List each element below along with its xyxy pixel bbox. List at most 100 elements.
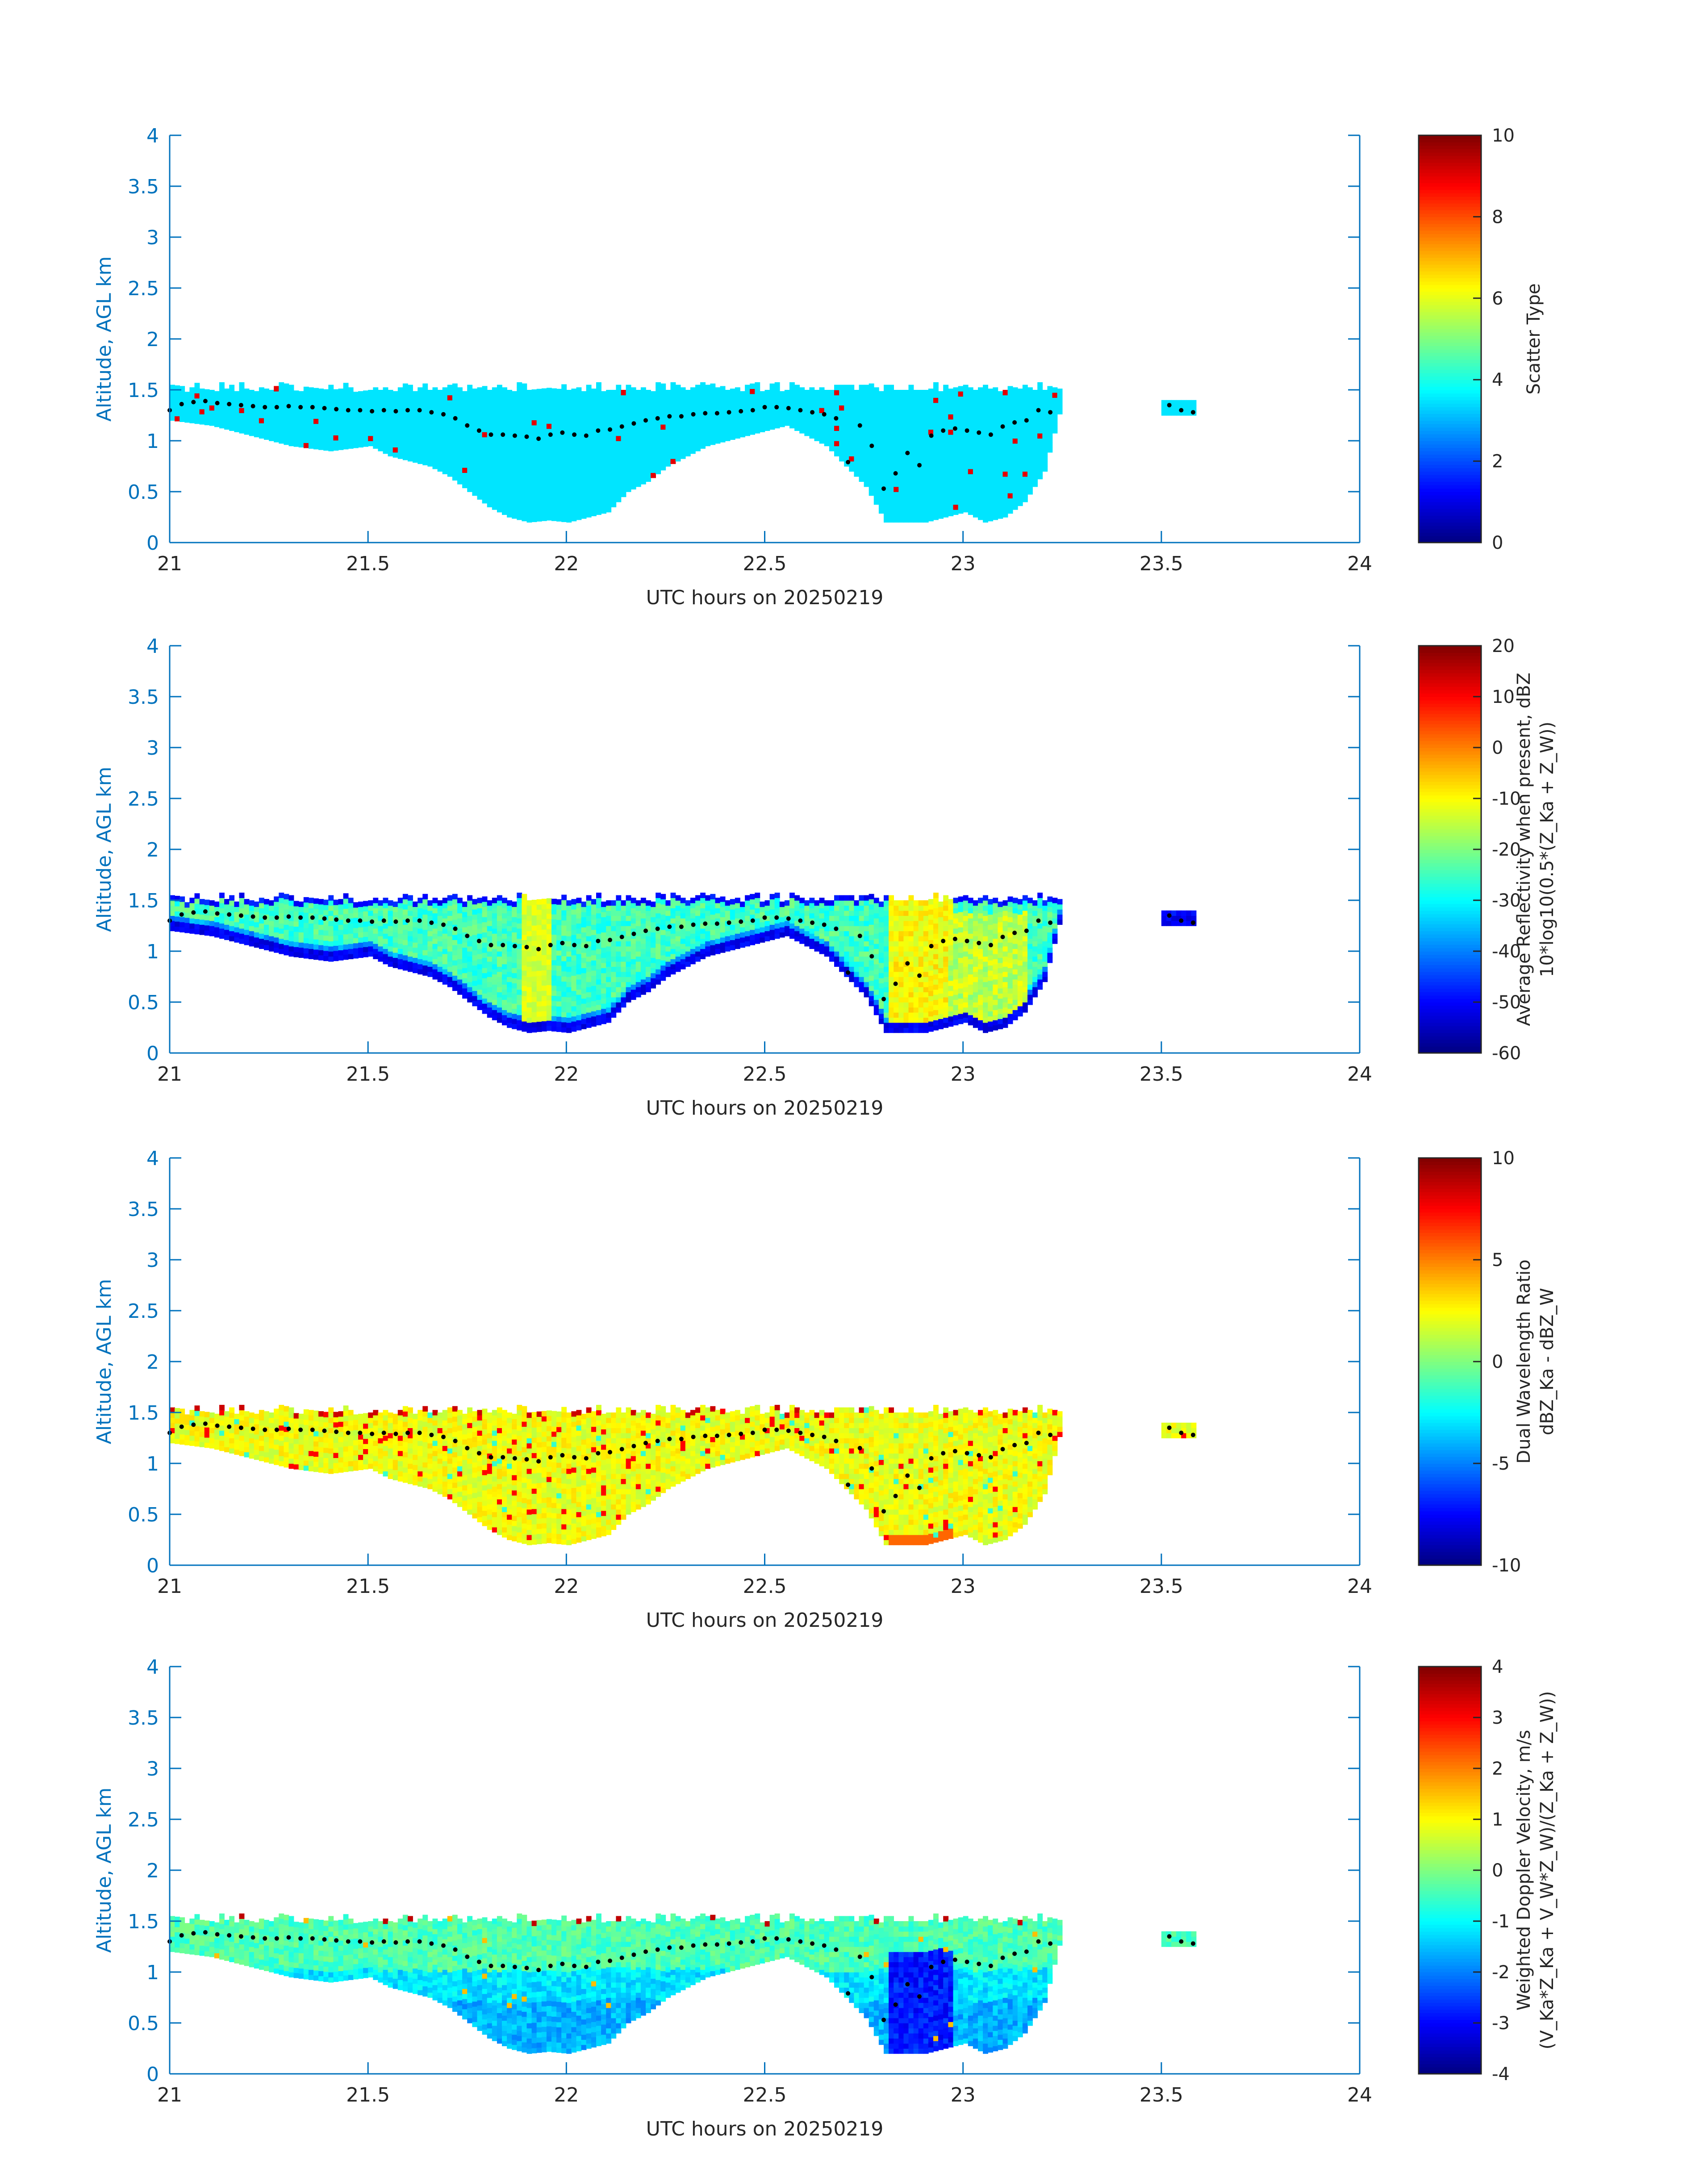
- heatmap-cell: [646, 971, 651, 977]
- heatmap-cell: [303, 917, 309, 923]
- heatmap-cell: [566, 512, 572, 518]
- heatmap-cell: [492, 402, 497, 408]
- heatmap-cell: [184, 412, 190, 418]
- heatmap-cell: [601, 477, 606, 483]
- heatmap-cell: [983, 481, 988, 487]
- heatmap-cell: [189, 923, 195, 929]
- heatmap-cell: [482, 917, 488, 923]
- marker-point: [405, 408, 410, 413]
- heatmap-cell: [794, 415, 800, 421]
- marker-point: [524, 434, 529, 439]
- heatmap-cell: [660, 393, 666, 399]
- heatmap-cell: [437, 915, 443, 921]
- heatmap-cell: [760, 396, 765, 402]
- heatmap-cell: [388, 941, 393, 947]
- heatmap-cell: [269, 435, 274, 441]
- heatmap-cell: [656, 974, 661, 980]
- heatmap-cell: [983, 415, 988, 421]
- marker-point: [417, 408, 422, 413]
- heatmap-cell: [596, 468, 601, 474]
- heatmap-cell: [249, 400, 255, 405]
- heatmap-cell: [606, 946, 612, 952]
- heatmap-cell: [418, 938, 423, 944]
- x-tick-label: 21.5: [346, 552, 390, 575]
- heatmap-cell: [566, 486, 572, 492]
- heatmap-cell: [656, 918, 661, 924]
- heatmap-cell: [556, 970, 562, 976]
- heatmap-cell: [472, 414, 478, 420]
- colorbar-strip: [1419, 332, 1481, 336]
- heatmap-cell: [447, 931, 453, 936]
- heatmap-cell: [685, 390, 691, 396]
- heatmap-cell: [561, 465, 567, 472]
- heatmap-cell: [333, 920, 339, 926]
- heatmap-cell: [566, 501, 572, 507]
- heatmap-cell: [646, 410, 651, 416]
- heatmap-cell: [571, 434, 577, 440]
- heatmap-cell: [536, 935, 542, 940]
- heatmap-cell: [517, 387, 522, 393]
- heatmap-cell: [903, 466, 909, 472]
- heatmap-cell: [913, 410, 919, 416]
- heatmap-cell: [531, 996, 537, 1002]
- heatmap-cell: [581, 1013, 587, 1019]
- colorbar-strip: [1419, 447, 1481, 451]
- heatmap-cell: [531, 511, 537, 517]
- heatmap-cell: [839, 400, 844, 405]
- heatmap-cell: [298, 411, 304, 417]
- heatmap-cell: [963, 451, 969, 456]
- heatmap-cell: [948, 389, 954, 394]
- heatmap-cell: [512, 1019, 518, 1024]
- heatmap-cell: [452, 383, 458, 389]
- heatmap-cell: [373, 913, 379, 919]
- heatmap-cell: [635, 466, 641, 472]
- colorbar-strip: [1419, 247, 1481, 251]
- heatmap-cell: [383, 392, 388, 398]
- heatmap-cell: [670, 943, 676, 949]
- heatmap-cell: [1007, 411, 1013, 417]
- heatmap-cell: [442, 387, 448, 393]
- heatmap-cell: [487, 910, 493, 916]
- heatmap-cell: [239, 923, 245, 929]
- heatmap-cell: [462, 416, 468, 422]
- heatmap-cell: [998, 462, 1003, 468]
- heatmap-cell: [462, 483, 468, 489]
- heatmap-cell: [502, 484, 507, 490]
- heatmap-cell: [675, 451, 681, 456]
- heatmap-cell: [854, 400, 860, 405]
- heatmap-cell: [358, 426, 363, 432]
- heatmap-cell: [854, 410, 860, 416]
- colorbar-strip: [1419, 441, 1481, 445]
- heatmap-cell: [839, 405, 844, 411]
- heatmap-cell: [333, 935, 339, 941]
- heatmap-cell: [948, 409, 954, 414]
- heatmap-cell: [933, 474, 939, 480]
- heatmap-cell: [611, 451, 617, 456]
- heatmap-cell: [631, 949, 636, 954]
- heatmap-cell: [566, 410, 572, 416]
- heatmap-cell: [536, 899, 542, 905]
- heatmap-cell: [894, 466, 899, 472]
- heatmap-cell: [670, 407, 676, 414]
- heatmap-cell: [408, 425, 413, 431]
- heatmap-cell: [298, 442, 304, 447]
- heatmap-cell: [978, 397, 983, 403]
- heatmap-cell: [531, 394, 537, 400]
- heatmap-cell: [482, 1008, 488, 1014]
- heatmap-cell: [933, 418, 939, 423]
- heatmap-cell: [308, 903, 314, 908]
- heatmap-cell: [626, 486, 631, 492]
- heatmap-cell: [640, 418, 646, 423]
- heatmap-cell: [536, 460, 542, 466]
- heatmap-cell: [492, 484, 497, 490]
- heatmap-cell: [616, 420, 622, 426]
- y-tick-label: 0: [146, 532, 159, 555]
- heatmap-cell: [755, 423, 760, 429]
- heatmap-cell: [958, 396, 964, 402]
- heatmap-cell: [512, 983, 518, 989]
- heatmap-cell: [383, 443, 388, 449]
- heatmap-cell: [725, 420, 731, 426]
- heatmap-cell: [561, 1007, 567, 1012]
- heatmap-cell: [472, 995, 478, 1001]
- heatmap-cell: [1037, 387, 1043, 393]
